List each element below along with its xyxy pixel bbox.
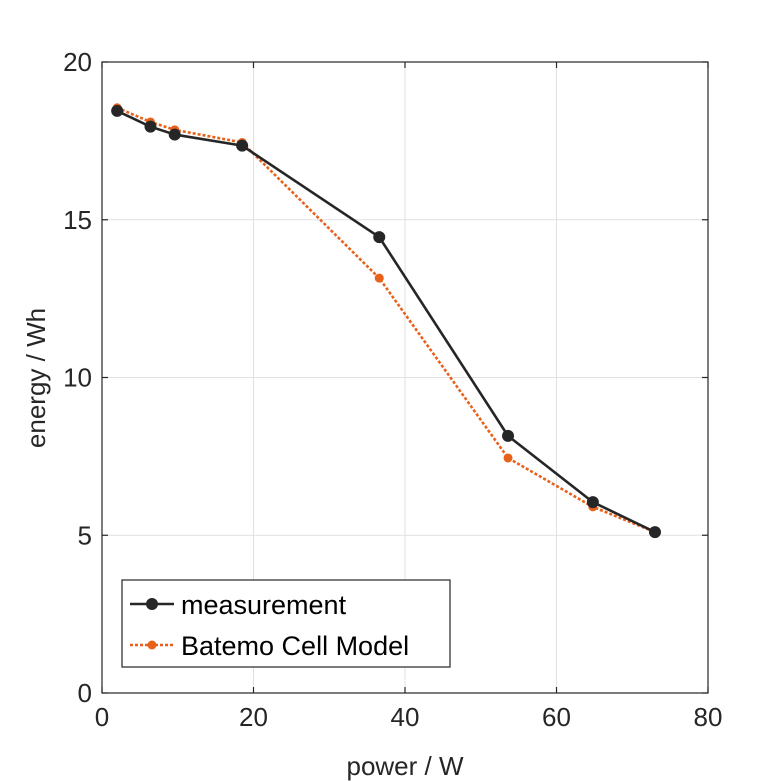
series-line-batemo-cell-model (116, 106, 656, 534)
series-line-measurement (116, 109, 656, 534)
x-tick-label: 0 (95, 702, 109, 732)
series-measurement (111, 104, 661, 539)
legend-marker-batemo-cell-model (147, 640, 157, 650)
y-axis-label: energy / Wh (21, 308, 51, 448)
y-tick-label: 10 (63, 363, 92, 393)
data-point-batemo-cell-model (374, 273, 384, 283)
legend-box (121, 579, 451, 668)
legend: measurement Batemo Cell Model (121, 579, 451, 668)
legend-label-measurement: measurement (181, 590, 347, 620)
x-tick-label: 40 (391, 702, 420, 732)
x-tick-label: 20 (239, 702, 268, 732)
data-point-measurement (168, 128, 181, 141)
axis-ticks: 0 20 40 60 80 0 5 10 15 20 (63, 47, 722, 732)
y-tick-label: 5 (78, 520, 92, 550)
data-point-measurement (373, 231, 386, 244)
legend-label-batemo-cell-model: Batemo Cell Model (181, 631, 409, 661)
legend-marker-measurement (146, 598, 158, 610)
series-layer (111, 103, 661, 539)
data-point-measurement (502, 429, 515, 442)
y-tick-label: 0 (78, 678, 92, 708)
y-tick-label: 15 (63, 205, 92, 235)
data-point-measurement (144, 120, 157, 133)
data-point-measurement (648, 526, 661, 539)
data-point-measurement (586, 496, 599, 509)
y-tick-label: 20 (63, 47, 92, 77)
x-tick-label: 60 (542, 702, 571, 732)
x-axis-label: power / W (346, 751, 463, 781)
data-point-measurement (111, 104, 124, 117)
data-point-batemo-cell-model (503, 453, 513, 463)
data-point-measurement (236, 139, 249, 152)
series-batemo-cell-model (112, 103, 660, 537)
x-tick-label: 80 (694, 702, 723, 732)
